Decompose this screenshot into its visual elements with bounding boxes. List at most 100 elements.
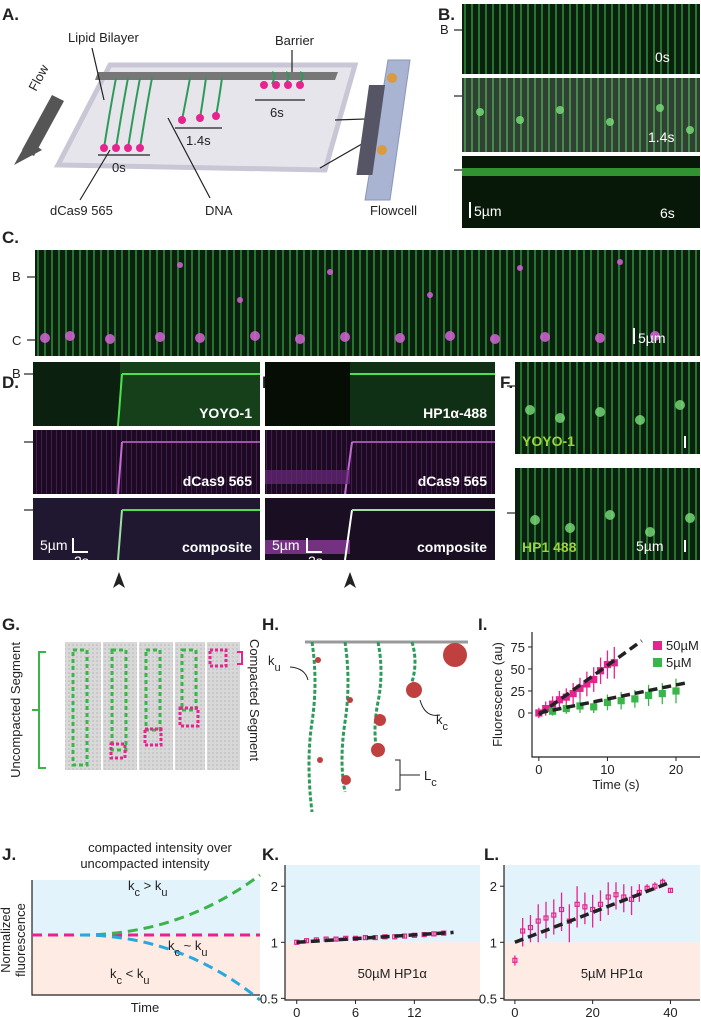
panel-label: C. [2,228,19,247]
panel-f: YOYO-1 HP1 488 5µm [507,362,700,560]
port [387,73,397,83]
curve-label: kc < ku [110,966,149,987]
subscript: u [201,947,207,959]
y-tick-label: 1 [490,935,497,950]
point [617,697,625,705]
point [512,957,518,963]
point [667,887,674,893]
bilayer [53,62,359,173]
fit-line [538,680,691,715]
scale-label: 5µm [474,203,502,219]
barrier [95,72,338,80]
marker-label: B [12,269,21,284]
point [431,931,437,937]
panel-label: A. [2,5,19,24]
curve-label: kc > ku [128,878,167,899]
text-part: L [424,768,431,783]
point [605,894,611,900]
length-label: Lc [424,768,437,789]
panel-label: B. [438,5,455,24]
panel-d: B YOYO-1 dCas9 565 composite 5µm 2s [12,362,260,588]
y-tick-label: 0.5 [260,991,278,1006]
label: DNA [205,203,233,218]
x-tick-label: 0 [511,1005,518,1017]
point [631,695,639,703]
point [574,901,580,907]
point [527,924,534,931]
time-label: 6s [660,205,675,221]
y-tick-label: 1 [271,935,278,950]
compacted-band [462,168,700,176]
label: Barrier [275,33,315,48]
panel-g: Uncompacted Segment Compacted Segment [8,639,262,778]
subscript: c [443,721,449,733]
x-tick-label: 40 [663,1005,677,1017]
panel-label: K. [262,845,279,864]
channel-label: composite [417,539,487,555]
shade-below [504,942,700,1000]
channel-label: composite [182,539,252,555]
panel-c: B C 5µm [12,250,700,356]
point [603,698,612,707]
legend-label: 5µM [666,655,692,670]
panel-j: compacted intensity over uncompacted int… [0,840,261,1015]
axes [531,632,700,758]
point [569,690,577,698]
legend-label: 50µM [666,638,699,653]
subscript: u [161,887,167,899]
time-label: 0s [655,49,670,65]
panel-label: F. [500,373,513,392]
x-tick-label: 10 [600,762,614,777]
point [520,928,526,934]
scale-label: 2s [74,553,89,569]
text-part: k [110,966,117,981]
point [628,896,635,902]
text-part: > k [140,878,162,893]
channel-label: dCas9 565 [418,473,487,489]
point [590,703,598,711]
axis-label: Time [131,1000,159,1015]
y-tick-label: 75 [511,640,525,655]
subscript: c [135,887,141,899]
flow-arrow [22,95,64,156]
scale-label: 5µm [636,538,664,554]
panel-e: HP1α-488 dCas9 565 composite 5µm 2s [265,362,495,588]
subscript: u [143,975,149,987]
panel-a: Flow Lipid Bilayer Barrier 0s 1.4s 6s dC… [14,30,417,218]
panel-h: ku kc Lc [268,640,468,813]
shade-above [285,865,480,943]
y-tick-label: 0 [518,706,525,721]
title: uncompacted intensity [80,856,210,871]
marker-label: C [12,333,21,348]
point [658,690,666,698]
shade-below [285,942,480,1000]
point [644,691,653,699]
port [377,145,387,155]
rate-label: kc [436,712,449,733]
x-tick-label: 20 [669,762,683,777]
label: 1.4s [186,133,211,148]
legend-swatch [653,658,662,667]
marker-label: B [440,22,449,37]
panel-label: I. [478,615,487,634]
micrograph [35,250,700,356]
y-tick-label: 2 [490,879,497,894]
y-tick-label: 2 [271,879,278,894]
point [543,915,549,921]
x-tick-label: 6 [352,1005,359,1017]
point [582,904,588,910]
point [535,918,541,924]
axis-label: fluorescence [13,903,28,977]
scale-label: 5µm [272,537,300,553]
point [555,696,564,704]
axes [284,865,480,1001]
y-axis-label: Fluorescence (au) [490,642,505,747]
point [590,906,596,913]
channel-label: HP1 488 [522,539,577,555]
x-tick-label: 20 [585,1005,599,1017]
x-tick-label: 12 [407,1005,421,1017]
axis-label: Uncompacted Segment [8,642,23,778]
subscript: u [275,662,281,674]
